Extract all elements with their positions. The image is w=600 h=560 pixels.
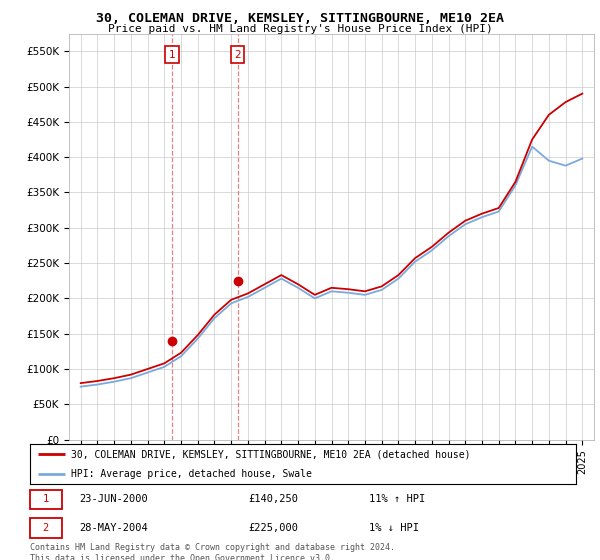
Text: 28-MAY-2004: 28-MAY-2004 xyxy=(79,523,148,533)
Text: Contains HM Land Registry data © Crown copyright and database right 2024.
This d: Contains HM Land Registry data © Crown c… xyxy=(30,543,395,560)
Text: 2: 2 xyxy=(234,50,241,60)
Text: £225,000: £225,000 xyxy=(248,523,298,533)
Text: 30, COLEMAN DRIVE, KEMSLEY, SITTINGBOURNE, ME10 2EA (detached house): 30, COLEMAN DRIVE, KEMSLEY, SITTINGBOURN… xyxy=(71,449,470,459)
Text: 1% ↓ HPI: 1% ↓ HPI xyxy=(368,523,419,533)
FancyBboxPatch shape xyxy=(30,519,62,538)
Text: 11% ↑ HPI: 11% ↑ HPI xyxy=(368,494,425,505)
Text: HPI: Average price, detached house, Swale: HPI: Average price, detached house, Swal… xyxy=(71,469,312,479)
Text: 30, COLEMAN DRIVE, KEMSLEY, SITTINGBOURNE, ME10 2EA: 30, COLEMAN DRIVE, KEMSLEY, SITTINGBOURN… xyxy=(96,12,504,25)
Text: 1: 1 xyxy=(43,494,49,505)
Text: £140,250: £140,250 xyxy=(248,494,298,505)
Text: 1: 1 xyxy=(169,50,175,60)
FancyBboxPatch shape xyxy=(30,489,62,509)
Text: 2: 2 xyxy=(43,523,49,533)
Text: 23-JUN-2000: 23-JUN-2000 xyxy=(79,494,148,505)
Text: Price paid vs. HM Land Registry's House Price Index (HPI): Price paid vs. HM Land Registry's House … xyxy=(107,24,493,34)
